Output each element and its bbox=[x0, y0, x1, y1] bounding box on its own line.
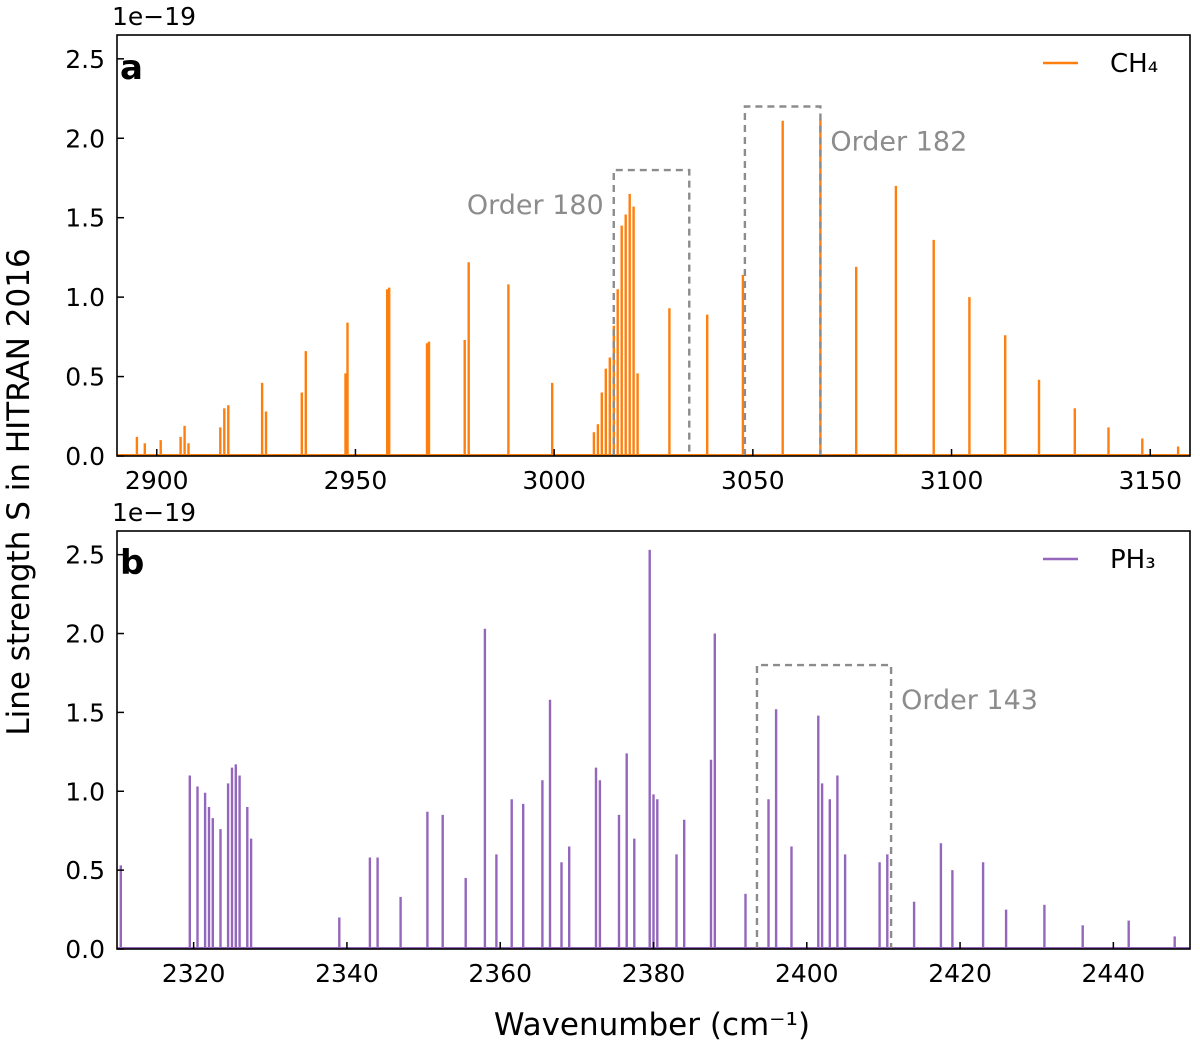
y-tick-label-a-3: 1.5 bbox=[65, 204, 105, 233]
x-tick-label-a-3: 3050 bbox=[721, 466, 785, 495]
panel-a-letter: a bbox=[120, 48, 143, 88]
order-box-b-0 bbox=[755, 663, 893, 949]
order-label-b-0: Order 143 bbox=[901, 685, 1038, 716]
panel-b-legend: PH₃ bbox=[1043, 545, 1156, 575]
panel-a-y-axis: 0.0 0.5 1.0 1.5 2.0 2.5 bbox=[65, 45, 124, 471]
y-tick-label-a-5: 2.5 bbox=[65, 45, 105, 74]
order-box-a-0 bbox=[612, 168, 691, 456]
order-label-a-1: Order 182 bbox=[830, 126, 967, 157]
x-tick-label-a-1: 2950 bbox=[324, 466, 388, 495]
y-tick-label-b-3: 1.5 bbox=[65, 698, 105, 727]
panel-a-legend: CH₄ bbox=[1043, 49, 1158, 79]
y-axis-title: Line strength S in HITRAN 2016 bbox=[1, 248, 37, 735]
x-tick-label-b-5: 2420 bbox=[928, 959, 992, 988]
panel-a-plot-frame bbox=[116, 34, 1191, 457]
y-tick-label-b-1: 0.5 bbox=[65, 856, 105, 885]
x-tick-label-a-4: 3100 bbox=[920, 466, 984, 495]
x-tick-label-b-6: 2440 bbox=[1082, 959, 1146, 988]
x-tick-label-b-4: 2400 bbox=[775, 959, 839, 988]
panel-a: Order 180 Order 182 0.0 0.5 1.0 1.5 2.0 2.5 29… bbox=[65, 2, 1191, 495]
x-axis-title: Wavenumber (cm⁻¹) bbox=[494, 1007, 810, 1043]
x-tick-label-b-3: 2380 bbox=[622, 959, 686, 988]
panel-b-legend-text: PH₃ bbox=[1110, 545, 1156, 575]
order-label-a-0: Order 180 bbox=[467, 190, 604, 221]
x-tick-label-a-5: 3150 bbox=[1118, 466, 1182, 495]
panel-b-y-axis: 0.0 0.5 1.0 1.5 2.0 2.5 bbox=[65, 541, 124, 964]
order-box-a-1 bbox=[743, 105, 822, 456]
x-tick-label-b-1: 2340 bbox=[315, 959, 379, 988]
y-tick-label-a-0: 0.0 bbox=[65, 442, 105, 471]
panel-b: Order 143 0.0 0.5 1.0 1.5 2.0 2.5 2320 2340 236… bbox=[65, 498, 1191, 988]
y-tick-label-b-2: 1.0 bbox=[65, 777, 105, 806]
panel-b-spectrum bbox=[117, 549, 1190, 949]
y-tick-label-a-1: 0.5 bbox=[65, 363, 105, 392]
panel-a-order-boxes: Order 180 Order 182 bbox=[467, 105, 967, 456]
x-tick-label-a-2: 3000 bbox=[522, 466, 586, 495]
x-tick-label-b-0: 2320 bbox=[162, 959, 226, 988]
y-tick-label-b-0: 0.0 bbox=[65, 935, 105, 964]
panel-b-x-axis: 2320 2340 2360 2380 2400 2420 2440 bbox=[162, 942, 1145, 988]
y-tick-label-b-5: 2.5 bbox=[65, 541, 105, 570]
panel-b-letter: b bbox=[120, 543, 144, 583]
panel-a-x-axis: 2900 2950 3000 3050 3100 3150 bbox=[125, 449, 1182, 495]
x-tick-label-b-2: 2360 bbox=[468, 959, 532, 988]
panel-b-order-boxes: Order 143 bbox=[755, 663, 1038, 949]
x-tick-label-a-0: 2900 bbox=[125, 466, 189, 495]
panel-a-scale-label: 1e−19 bbox=[112, 2, 196, 31]
y-tick-label-a-4: 2.0 bbox=[65, 124, 105, 153]
y-tick-label-a-2: 1.0 bbox=[65, 283, 105, 312]
panel-a-legend-text: CH₄ bbox=[1110, 49, 1158, 79]
y-tick-label-b-4: 2.0 bbox=[65, 620, 105, 649]
panel-b-scale-label: 1e−19 bbox=[112, 498, 196, 527]
